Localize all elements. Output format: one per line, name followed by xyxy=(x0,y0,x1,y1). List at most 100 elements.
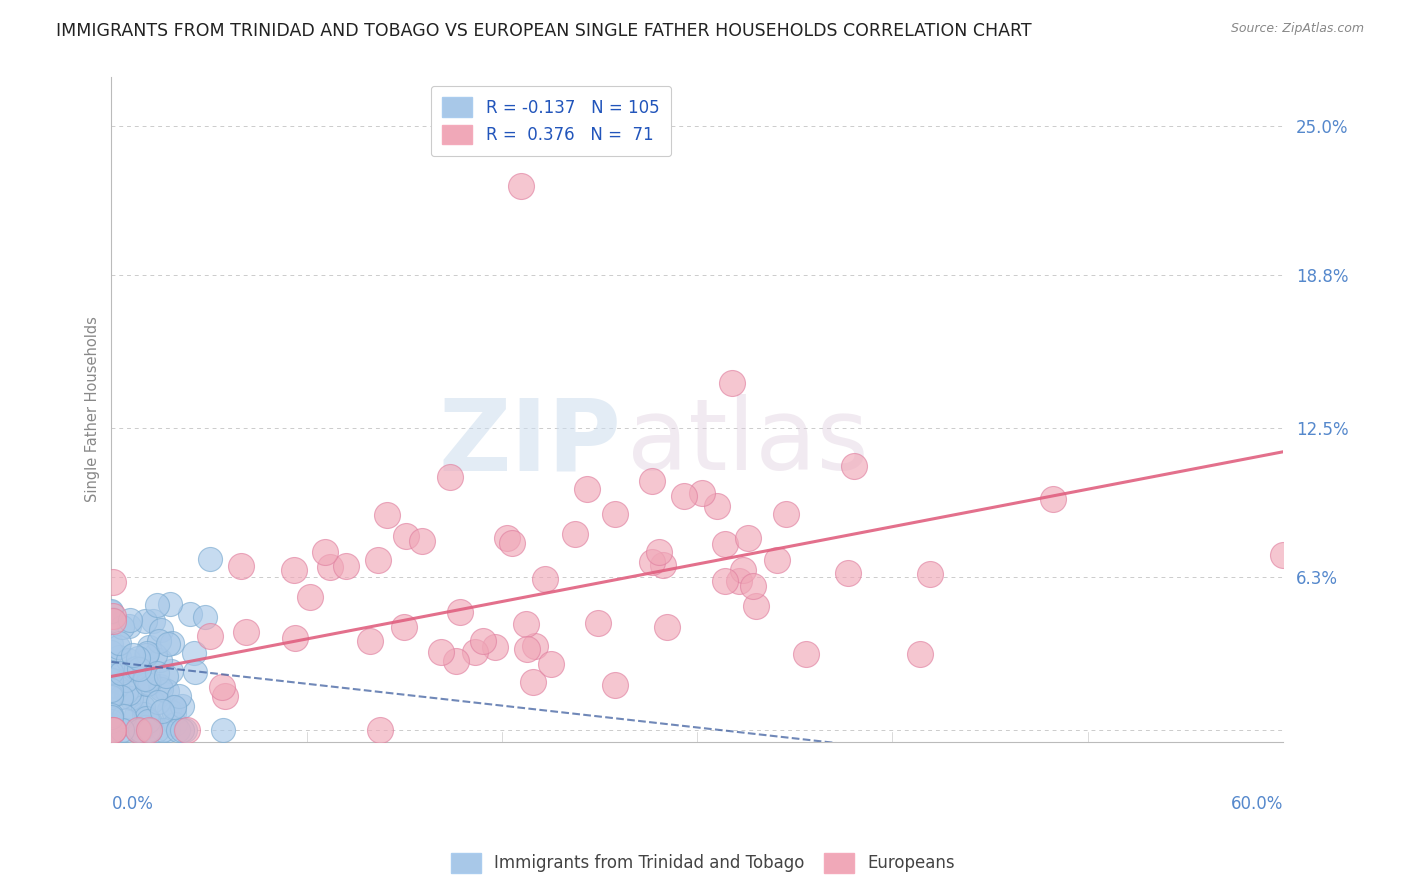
Point xyxy=(335,559,357,574)
Point xyxy=(464,645,486,659)
Point xyxy=(198,629,221,643)
Point xyxy=(184,665,207,679)
Point xyxy=(842,458,865,473)
Point xyxy=(359,633,381,648)
Point xyxy=(125,661,148,675)
Point xyxy=(100,637,122,651)
Point xyxy=(523,639,546,653)
Point xyxy=(314,545,336,559)
Point xyxy=(170,699,193,714)
Point xyxy=(690,486,713,500)
Point xyxy=(138,723,160,737)
Point xyxy=(146,723,169,737)
Point xyxy=(160,664,183,678)
Point xyxy=(100,665,122,679)
Point xyxy=(198,552,221,566)
Point xyxy=(1042,491,1064,506)
Point xyxy=(125,707,148,722)
Point xyxy=(157,637,180,651)
Point xyxy=(160,635,183,649)
Point xyxy=(103,614,125,628)
Point xyxy=(672,489,695,503)
Point xyxy=(235,624,257,639)
Point xyxy=(138,676,160,690)
Point xyxy=(496,531,519,545)
Point xyxy=(156,723,179,737)
Point xyxy=(100,687,122,701)
Point xyxy=(515,617,537,632)
Point xyxy=(194,610,217,624)
Point xyxy=(100,723,122,737)
Point xyxy=(127,723,149,737)
Point xyxy=(163,717,186,731)
Point xyxy=(368,723,391,737)
Point xyxy=(534,572,557,586)
Point xyxy=(174,723,197,737)
Point xyxy=(163,706,186,720)
Point xyxy=(318,559,340,574)
Point xyxy=(214,689,236,703)
Point xyxy=(100,723,122,737)
Point xyxy=(737,532,759,546)
Point xyxy=(163,700,186,714)
Point xyxy=(100,723,122,737)
Point xyxy=(155,669,177,683)
Point xyxy=(170,723,193,737)
Point xyxy=(114,685,136,699)
Point xyxy=(299,590,322,604)
Point xyxy=(183,646,205,660)
Point xyxy=(540,657,562,672)
Point xyxy=(118,618,141,632)
Point xyxy=(714,574,737,588)
Point xyxy=(118,685,141,699)
Point xyxy=(135,648,157,663)
Point xyxy=(713,537,735,551)
Point xyxy=(522,675,544,690)
Text: 0.0%: 0.0% xyxy=(111,795,153,813)
Point xyxy=(128,662,150,676)
Point xyxy=(284,631,307,645)
Point xyxy=(138,723,160,737)
Point xyxy=(122,662,145,676)
Point xyxy=(706,499,728,513)
Point xyxy=(1272,548,1295,562)
Point xyxy=(135,677,157,691)
Point xyxy=(100,714,122,728)
Point xyxy=(134,614,156,628)
Point xyxy=(586,616,609,631)
Point xyxy=(146,665,169,680)
Point xyxy=(720,376,742,391)
Point xyxy=(375,508,398,523)
Point xyxy=(122,648,145,662)
Point xyxy=(471,634,494,648)
Point xyxy=(745,599,768,613)
Point xyxy=(103,609,125,624)
Point xyxy=(103,574,125,589)
Point xyxy=(111,620,134,634)
Point xyxy=(149,624,172,638)
Point xyxy=(149,653,172,667)
Point xyxy=(112,708,135,723)
Point xyxy=(149,679,172,693)
Point xyxy=(134,672,156,686)
Point xyxy=(516,642,538,657)
Point xyxy=(150,704,173,718)
Point xyxy=(100,709,122,723)
Point xyxy=(103,723,125,737)
Legend: R = -0.137   N = 105, R =  0.376   N =  71: R = -0.137 N = 105, R = 0.376 N = 71 xyxy=(430,86,671,156)
Point xyxy=(110,690,132,705)
Point xyxy=(603,507,626,521)
Point xyxy=(108,650,131,665)
Point xyxy=(920,566,942,581)
Point xyxy=(146,598,169,612)
Point xyxy=(166,723,188,737)
Point xyxy=(392,620,415,634)
Point xyxy=(115,673,138,687)
Point xyxy=(135,646,157,660)
Point xyxy=(156,683,179,698)
Point xyxy=(510,179,533,194)
Point xyxy=(411,533,433,548)
Point xyxy=(100,673,122,687)
Text: IMMIGRANTS FROM TRINIDAD AND TOBAGO VS EUROPEAN SINGLE FATHER HOUSEHOLDS CORRELA: IMMIGRANTS FROM TRINIDAD AND TOBAGO VS E… xyxy=(56,22,1032,40)
Point xyxy=(127,651,149,665)
